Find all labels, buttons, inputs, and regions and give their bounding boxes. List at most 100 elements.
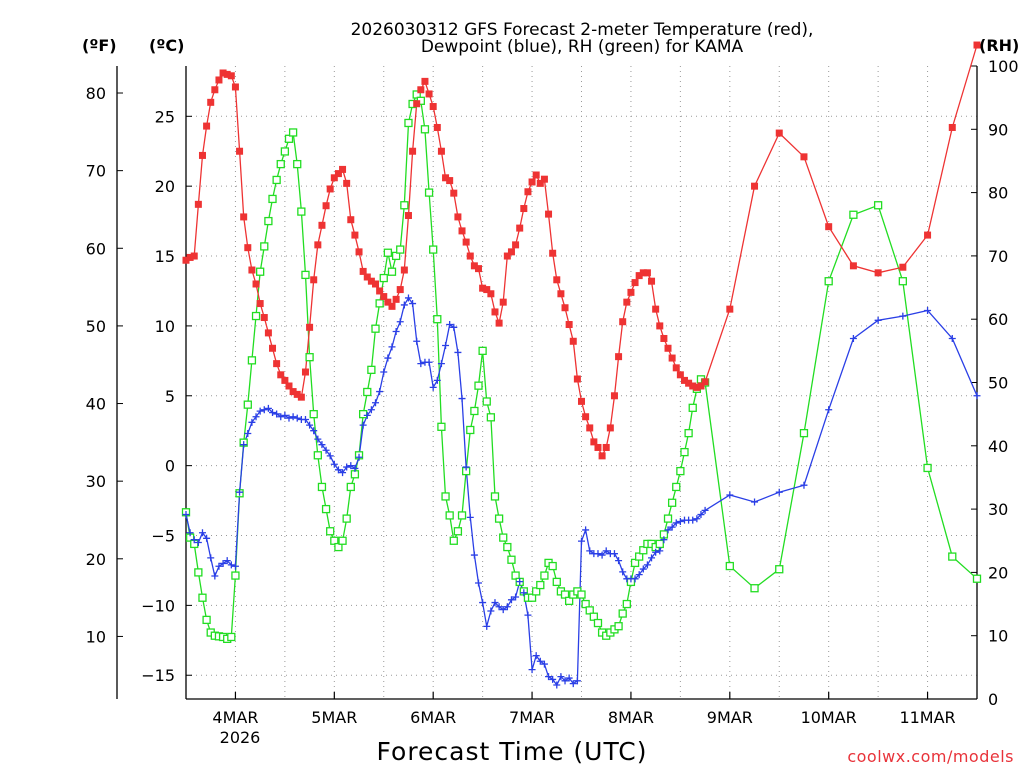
dewpoint-marker xyxy=(578,537,585,545)
rh-marker xyxy=(194,568,203,577)
dewpoint-marker xyxy=(499,606,507,614)
celsius-tick-label: −15 xyxy=(141,666,175,685)
rh-marker xyxy=(948,552,957,561)
rh-marker xyxy=(618,609,627,618)
fahrenheit-tick-label: 80 xyxy=(86,84,106,103)
rh-marker xyxy=(429,245,438,254)
rh-marker xyxy=(799,428,809,438)
temperature-marker xyxy=(310,276,318,284)
rh-tick-label: 20 xyxy=(988,563,1008,582)
rh-marker xyxy=(367,365,376,374)
dewpoint-marker xyxy=(392,327,400,335)
time-tick-label: 11MAR xyxy=(899,708,955,727)
dewpoint-marker xyxy=(433,376,441,384)
chart-title-line: Dewpoint (blue), RH (green) for KAMA xyxy=(421,37,744,57)
rh-marker xyxy=(297,207,306,216)
dewpoint-marker xyxy=(450,323,458,331)
rh-marker xyxy=(688,403,697,412)
temperature-marker xyxy=(602,443,610,451)
dewpoint-marker xyxy=(602,547,610,555)
temperature-marker xyxy=(635,272,643,280)
temperature-marker xyxy=(442,174,450,182)
temperature-marker xyxy=(380,293,388,301)
dewpoint-marker xyxy=(277,413,285,421)
dewpoint-marker xyxy=(343,463,351,471)
dewpoint-marker xyxy=(256,407,264,415)
temperature-marker xyxy=(631,279,639,287)
temperature-marker xyxy=(207,98,215,106)
dewpoint-marker xyxy=(182,511,190,519)
dewpoint-marker xyxy=(668,523,676,531)
temperature-marker xyxy=(219,69,227,77)
dewpoint-marker xyxy=(330,460,338,468)
temperature-marker xyxy=(697,382,705,390)
temperature-marker xyxy=(285,382,293,390)
tick-labels: −15 −10 −5 0 5 10 15 20 25 10 20 30 40 50 60 70 80 0 10 20 3… xyxy=(86,57,1019,727)
temperature-marker xyxy=(516,224,524,232)
dewpoint-marker xyxy=(198,529,206,537)
temperature-marker xyxy=(948,123,956,131)
temperature-marker xyxy=(429,103,437,111)
temperature-marker xyxy=(289,388,297,396)
dewpoint-marker xyxy=(396,318,404,326)
rh-marker xyxy=(445,511,454,520)
temperature-marker xyxy=(536,179,544,187)
dewpoint-marker xyxy=(470,551,478,559)
temperature-marker xyxy=(314,241,322,249)
rh-marker xyxy=(280,147,290,156)
rh-marker xyxy=(680,447,689,457)
celsius-tick-label: 15 xyxy=(155,247,175,266)
rh-marker xyxy=(272,175,281,185)
rh-marker xyxy=(898,277,907,286)
temperature-marker xyxy=(409,147,417,155)
rh-marker xyxy=(482,397,491,406)
dewpoint-marker xyxy=(380,368,388,376)
temperature-marker xyxy=(590,438,598,446)
dewpoint-marker xyxy=(203,534,211,542)
dewpoint-marker xyxy=(652,548,660,556)
temperature-marker xyxy=(343,179,351,187)
dewpoint-marker xyxy=(372,399,380,407)
temperature-marker xyxy=(924,231,932,239)
rh-marker xyxy=(614,622,623,631)
dewpoint-marker xyxy=(355,453,363,461)
dewpoint-marker xyxy=(186,529,194,537)
temperature-marker xyxy=(384,298,392,306)
temperature-marker xyxy=(680,376,688,384)
rh-marker xyxy=(503,542,512,552)
temperature-marker xyxy=(231,83,239,91)
temperature-marker xyxy=(586,424,594,432)
temperature-marker xyxy=(413,100,421,108)
dewpoint-marker xyxy=(573,677,581,685)
temperature-marker xyxy=(306,323,314,331)
rh-tick-label: 40 xyxy=(988,437,1008,456)
rh-marker xyxy=(383,248,393,257)
dewpoint-marker xyxy=(322,446,330,454)
fahrenheit-unit-label: (ºF) xyxy=(82,36,117,55)
celsius-tick-label: 0 xyxy=(165,457,175,476)
temperature-marker xyxy=(194,200,202,208)
rh-marker xyxy=(424,188,434,197)
dewpoint-marker xyxy=(491,599,499,607)
dewpoint-marker xyxy=(264,404,272,412)
temperature-marker xyxy=(446,177,454,185)
rh-marker xyxy=(256,267,265,276)
dewpoint-marker xyxy=(454,348,462,356)
dewpoint-marker xyxy=(458,395,466,403)
rh-marker xyxy=(494,514,504,523)
rh-marker xyxy=(301,270,310,280)
rh-marker xyxy=(672,482,681,492)
dewpoint-markers xyxy=(182,294,981,689)
temperature-marker xyxy=(800,153,808,161)
temperature-marker xyxy=(565,321,573,329)
temperature-marker xyxy=(396,286,404,294)
dewpoint-marker xyxy=(190,536,198,544)
source-credit: coolwx.com/models xyxy=(847,747,1014,766)
temperature-marker xyxy=(483,286,491,294)
temperature-marker xyxy=(318,221,326,229)
dewpoint-marker xyxy=(693,515,701,523)
rh-marker xyxy=(309,409,318,419)
temperature-marker xyxy=(619,318,627,326)
rh-tick-label: 100 xyxy=(988,57,1019,76)
